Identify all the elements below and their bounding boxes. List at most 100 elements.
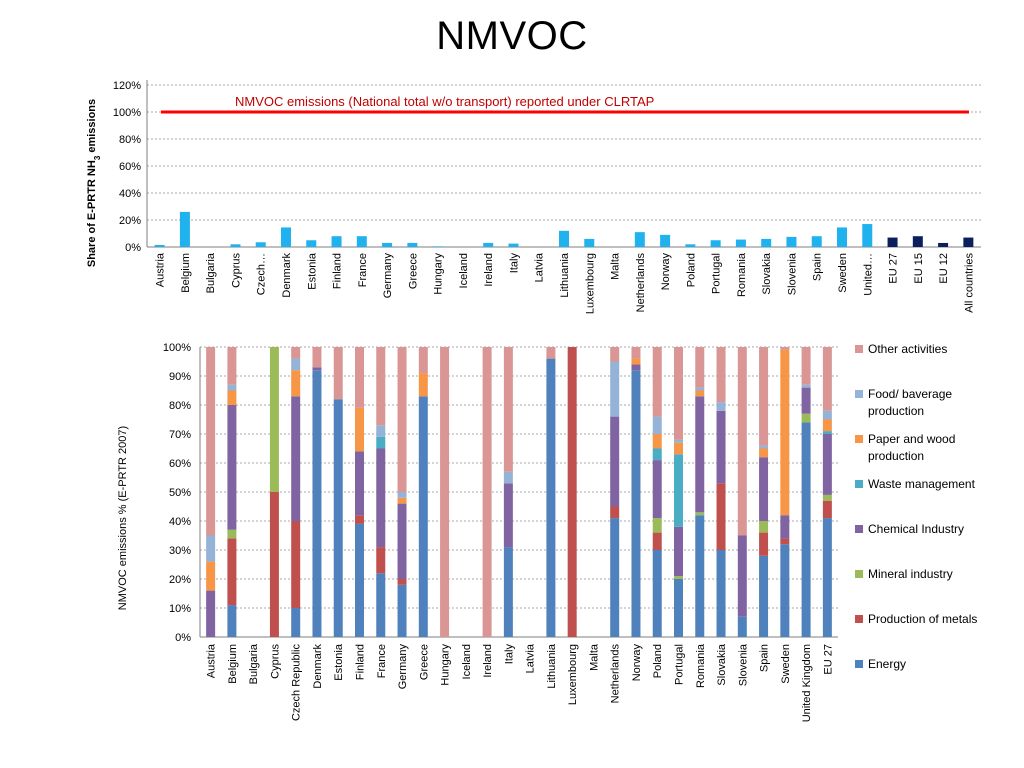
bottom-bar-segment-mineral-industry	[227, 529, 237, 539]
bottom-bar-segment-mineral-industry	[674, 576, 683, 579]
legend-label: Production of metals	[868, 612, 977, 626]
bottom-bar-segment-production-of-metals	[376, 547, 386, 574]
bottom-bar-segment-mineral-industry	[759, 521, 769, 533]
bottom-bar-segment-chemical-industry	[822, 434, 832, 495]
bottom-xtick-label: Belgium	[227, 644, 239, 684]
bottom-ytick-label: 80%	[169, 400, 191, 412]
bottom-bar-segment-energy	[631, 370, 641, 637]
top-xtick-label: Portugal	[711, 253, 723, 294]
bottom-xtick-label: Malta	[588, 643, 600, 671]
bottom-bar-segment-other-activities	[440, 347, 450, 637]
bottom-bar-segment-food-baverage-production	[227, 384, 237, 391]
bottom-bar-segment-energy	[610, 518, 620, 637]
top-xtick-label: Austria	[155, 252, 167, 287]
top-xtick-label: Latvia	[534, 252, 546, 282]
bottom-bar-segment-other-activities	[822, 347, 832, 411]
top-bar-czech-	[255, 242, 266, 247]
bottom-bar-segment-energy	[418, 396, 428, 637]
legend-swatch	[855, 660, 863, 668]
top-xtick-label: Poland	[685, 253, 697, 287]
bottom-bar-segment-waste-management	[822, 431, 832, 434]
bottom-bar-segment-production-of-metals	[355, 515, 364, 524]
bottom-xtick-label: Czech Republic	[291, 644, 303, 722]
legend-label-line: Food/ baverage	[868, 387, 952, 401]
top-xtick-label: Bulgaria	[205, 252, 217, 293]
bottom-bar-segment-other-activities	[631, 347, 641, 359]
top-ytick-label: 80%	[119, 134, 141, 146]
top-y-axis-title: Share of E-PRTR NH3 emissions	[86, 99, 102, 267]
top-xtick-label: Czech…	[256, 253, 268, 295]
bottom-xtick-label: Denmark	[312, 644, 324, 689]
top-bar-slovenia	[786, 236, 797, 247]
bottom-bar-segment-other-activities	[418, 347, 428, 374]
bottom-ytick-label: 0%	[175, 632, 191, 644]
top-bar-poland	[685, 244, 696, 247]
bottom-bar-segment-other-activities	[716, 347, 726, 403]
bottom-bar-segment-energy	[652, 550, 662, 637]
bottom-xtick-label: Poland	[652, 644, 664, 678]
legend-label: Mineral industry	[868, 567, 953, 581]
legend-swatch	[855, 525, 863, 533]
bottom-xtick-label: Finland	[355, 644, 367, 680]
bottom-bar-segment-other-activities	[355, 347, 364, 408]
bottom-bar-segment-other-activities	[674, 347, 683, 440]
bottom-bar-segment-food-baverage-production	[674, 439, 683, 443]
bottom-ytick-label: 40%	[169, 516, 191, 528]
bottom-bar-segment-production-of-metals	[269, 492, 279, 637]
bottom-bar-segment-chemical-industry	[376, 448, 386, 548]
bottom-bar-segment-paper-and-wood-production	[206, 561, 216, 591]
legend-label-line: production	[868, 404, 924, 418]
bottom-bar-segment-energy	[376, 573, 386, 637]
bottom-bar-segment-other-activities	[610, 347, 620, 362]
bottom-bar-segment-energy	[291, 608, 301, 637]
bottom-bar-segment-energy	[674, 579, 683, 637]
top-bar-france	[356, 236, 367, 247]
bottom-xtick-label: Slovenia	[737, 643, 749, 686]
bottom-xtick-label: Austria	[206, 643, 218, 678]
top-y-axis-title-subscript: 3	[93, 155, 102, 160]
bottom-bar-segment-mineral-industry	[801, 413, 811, 423]
bottom-bar-segment-waste-management	[376, 436, 386, 449]
legend-label: Other activities	[868, 342, 947, 356]
bottom-bar-segment-food-baverage-production	[801, 384, 811, 388]
bottom-xtick-label: Luxembourg	[567, 644, 579, 705]
top-y-axis-title-rest: emissions	[86, 99, 98, 156]
bottom-bar-segment-paper-and-wood-production	[780, 349, 790, 516]
bottom-xtick-label: Bulgaria	[248, 643, 260, 684]
top-bar-greece	[407, 242, 418, 247]
bottom-bar-segment-chemical-industry	[312, 367, 322, 371]
legend-swatch	[855, 435, 863, 443]
top-xtick-label: Norway	[660, 253, 672, 291]
bottom-bar-segment-energy	[737, 616, 747, 637]
top-xtick-label: Slovakia	[761, 252, 773, 294]
top-bar-austria	[154, 244, 165, 247]
top-bar-germany	[382, 242, 393, 247]
bottom-xtick-label: Romania	[695, 643, 707, 688]
bottom-xtick-label: Spain	[759, 644, 771, 672]
top-xtick-label: Luxembourg	[584, 253, 596, 314]
top-ytick-label: 100%	[113, 107, 141, 119]
top-bar-belgium	[179, 211, 190, 247]
bottom-bar-segment-energy	[716, 550, 726, 637]
bottom-ytick-label: 50%	[169, 487, 191, 499]
top-xtick-label: United…	[862, 253, 874, 296]
bottom-bar-segment-paper-and-wood-production	[674, 442, 683, 455]
top-bar-luxembourg	[584, 238, 595, 247]
bottom-xtick-label: Latvia	[525, 643, 537, 673]
bottom-bar-segment-mineral-industry	[822, 494, 832, 501]
bottom-bar-segment-production-of-metals	[227, 538, 237, 606]
bottom-bar-segment-food-baverage-production	[759, 445, 769, 449]
top-bar-netherlands	[634, 232, 645, 247]
bottom-bar-segment-other-activities	[227, 347, 237, 385]
bottom-bar-segment-energy	[397, 584, 407, 637]
bottom-bar-segment-mineral-industry	[269, 347, 279, 492]
bottom-bar-segment-other-activities	[759, 347, 769, 446]
bottom-xtick-label: Ireland	[482, 644, 494, 678]
bottom-bar-segment-chemical-industry	[737, 535, 747, 617]
bottom-bar-segment-production-of-metals	[610, 506, 620, 519]
bottom-bar-segment-paper-and-wood-production	[291, 370, 301, 397]
bottom-xtick-label: Germany	[397, 644, 409, 690]
bottom-bar-segment-food-baverage-production	[397, 492, 407, 498]
top-xtick-label: Greece	[407, 253, 419, 289]
bottom-bar-segment-other-activities	[312, 347, 322, 368]
